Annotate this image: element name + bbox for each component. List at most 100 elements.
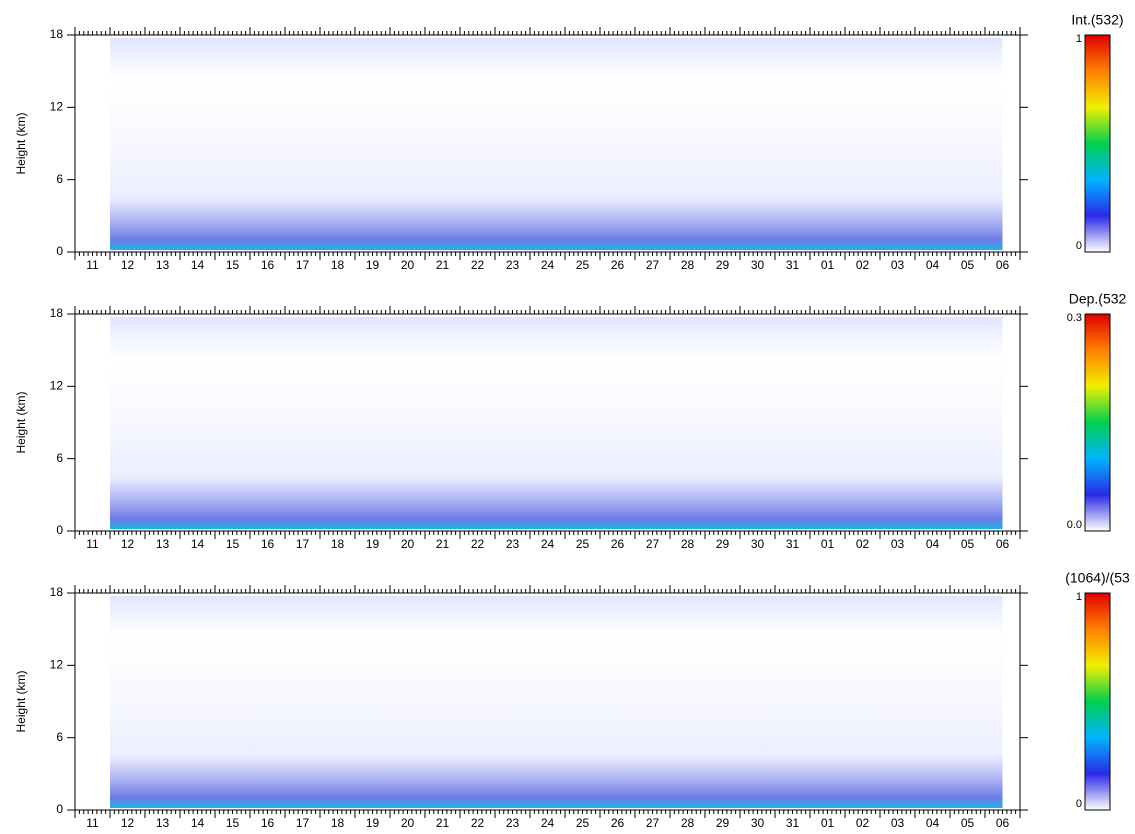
x-tick-label: 06 — [996, 816, 1010, 830]
x-tick-label: 27 — [646, 816, 660, 830]
x-tick-label: 19 — [366, 537, 380, 551]
x-tick-label: 25 — [576, 816, 590, 830]
x-tick-label: 29 — [716, 816, 730, 830]
x-tick-label: 03 — [891, 816, 905, 830]
colorbar-tick-label: 0 — [1076, 798, 1082, 810]
data-image — [110, 38, 1003, 250]
x-tick-label: 30 — [751, 537, 765, 551]
x-tick-label: 26 — [611, 258, 625, 272]
colorbar-label: Int.(532) — [1071, 12, 1123, 28]
x-tick-label: 02 — [856, 816, 870, 830]
x-tick-label: 03 — [891, 537, 905, 551]
x-tick-label: 27 — [646, 258, 660, 272]
x-tick-label: 01 — [821, 816, 835, 830]
y-axis-label: Height (km) — [14, 391, 28, 453]
y-tick-label: 6 — [56, 451, 63, 465]
x-tick-label: 02 — [856, 537, 870, 551]
x-tick-label: 22 — [471, 537, 485, 551]
x-tick-label: 04 — [926, 258, 940, 272]
x-tick-label: 11 — [86, 537, 99, 551]
x-tick-label: 03 — [891, 258, 905, 272]
x-tick-label: 20 — [401, 816, 415, 830]
colorbar — [1084, 592, 1111, 811]
x-tick-label: 26 — [611, 537, 625, 551]
x-tick-label: 18 — [331, 258, 345, 272]
x-tick-label: 29 — [716, 258, 730, 272]
x-tick-label: 12 — [121, 537, 135, 551]
x-tick-label: 12 — [121, 258, 135, 272]
x-tick-label: 11 — [86, 816, 99, 830]
x-tick-label: 20 — [401, 537, 415, 551]
x-tick-label: 20 — [401, 258, 415, 272]
colorbar — [1084, 34, 1111, 253]
x-tick-label: 21 — [436, 816, 450, 830]
x-tick-label: 14 — [191, 816, 205, 830]
x-tick-label: 15 — [226, 816, 240, 830]
x-tick-label: 04 — [926, 537, 940, 551]
x-tick-label: 17 — [296, 258, 310, 272]
x-tick-label: 29 — [716, 537, 730, 551]
x-tick-label: 05 — [961, 258, 975, 272]
x-tick-label: 31 — [786, 816, 800, 830]
x-tick-label: 12 — [121, 816, 135, 830]
data-image — [110, 317, 1003, 529]
x-tick-label: 01 — [821, 258, 835, 272]
x-tick-label: 23 — [506, 537, 520, 551]
x-tick-label: 17 — [296, 537, 310, 551]
x-tick-label: 18 — [331, 537, 345, 551]
x-tick-label: 05 — [961, 816, 975, 830]
x-tick-label: 16 — [261, 537, 275, 551]
x-tick-label: 31 — [786, 537, 800, 551]
y-tick-label: 0 — [56, 244, 63, 258]
x-tick-label: 25 — [576, 537, 590, 551]
x-tick-label: 06 — [996, 258, 1010, 272]
x-tick-label: 05 — [961, 537, 975, 551]
y-tick-label: 12 — [50, 379, 64, 393]
x-tick-label: 17 — [296, 816, 310, 830]
y-tick-label: 6 — [56, 730, 63, 744]
x-tick-label: 19 — [366, 258, 380, 272]
x-tick-label: 27 — [646, 537, 660, 551]
x-tick-label: 28 — [681, 258, 695, 272]
x-tick-label: 28 — [681, 816, 695, 830]
colorbar-tick-label: 0.0 — [1067, 519, 1082, 531]
colorbar-tick-label: 1 — [1076, 591, 1082, 603]
x-tick-label: 01 — [821, 537, 835, 551]
colorbar-label: Dep.(532 — [1069, 291, 1127, 307]
colorbar-tick-label: 0 — [1076, 240, 1082, 252]
x-tick-label: 16 — [261, 258, 275, 272]
x-tick-label: 13 — [156, 537, 170, 551]
y-tick-label: 6 — [56, 172, 63, 186]
y-tick-label: 12 — [50, 658, 64, 672]
x-tick-label: 06 — [996, 537, 1010, 551]
x-tick-label: 23 — [506, 258, 520, 272]
x-tick-label: 28 — [681, 537, 695, 551]
x-tick-label: 24 — [541, 537, 555, 551]
x-tick-label: 23 — [506, 816, 520, 830]
x-tick-label: 21 — [436, 258, 450, 272]
y-tick-label: 18 — [50, 27, 64, 41]
x-tick-label: 24 — [541, 816, 555, 830]
x-tick-label: 25 — [576, 258, 590, 272]
colorbar — [1084, 313, 1111, 532]
x-tick-label: 14 — [191, 537, 205, 551]
x-tick-label: 30 — [751, 816, 765, 830]
x-tick-label: 02 — [856, 258, 870, 272]
x-tick-label: 24 — [541, 258, 555, 272]
y-tick-label: 18 — [50, 585, 64, 599]
x-tick-label: 14 — [191, 258, 205, 272]
x-tick-label: 04 — [926, 816, 940, 830]
y-tick-label: 18 — [50, 306, 64, 320]
y-tick-label: 12 — [50, 100, 64, 114]
x-tick-label: 21 — [436, 537, 450, 551]
colorbar-tick-label: 1 — [1076, 33, 1082, 45]
x-tick-label: 11 — [86, 258, 99, 272]
x-tick-label: 13 — [156, 816, 170, 830]
y-tick-label: 0 — [56, 523, 63, 537]
x-tick-label: 26 — [611, 816, 625, 830]
x-tick-label: 18 — [331, 816, 345, 830]
x-tick-label: 31 — [786, 258, 800, 272]
y-axis-label: Height (km) — [14, 112, 28, 174]
colorbar-label: (1064)/(53 — [1065, 570, 1130, 586]
